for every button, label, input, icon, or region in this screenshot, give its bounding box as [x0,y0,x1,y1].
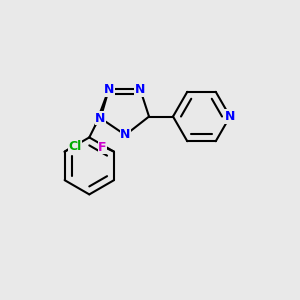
Text: Cl: Cl [68,140,82,153]
Text: N: N [225,110,235,123]
Text: N: N [120,128,130,142]
Text: N: N [103,83,114,96]
Text: N: N [135,83,146,96]
Text: N: N [95,112,106,125]
Text: F: F [98,141,107,154]
